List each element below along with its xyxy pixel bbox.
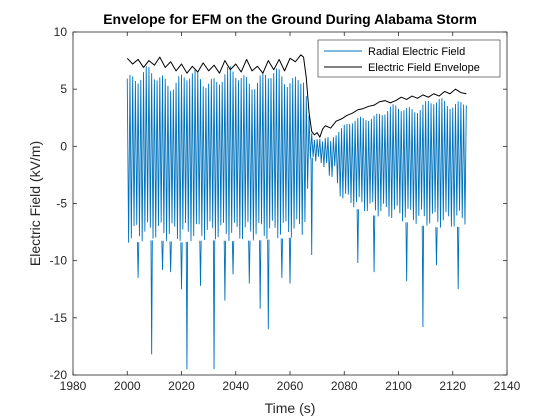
series-line-radial-electric-field (126, 66, 467, 370)
legend: Radial Electric Field Electric Field Env… (317, 39, 501, 78)
x-tick-label: 2100 (385, 379, 412, 393)
x-tick-label: 2120 (439, 379, 466, 393)
y-tick-label: 0 (60, 139, 67, 153)
x-tick-label: 2060 (277, 379, 304, 393)
y-tick-label: -10 (50, 254, 68, 268)
ticks-layer: 1980 2000 2020 2040 2060 2080 2100 2120 2140 -20 -… (50, 25, 521, 393)
legend-box (317, 39, 501, 78)
y-axis-label: Electric Field (kV/m) (27, 141, 43, 266)
y-tick-label: -20 (50, 368, 68, 382)
x-tick-label: 2040 (222, 379, 249, 393)
y-tick-label: 10 (54, 25, 68, 39)
chart-title: Envelope for EFM on the Ground During Al… (103, 11, 477, 27)
legend-entry-radial-electric-field: Radial Electric Field (368, 46, 465, 58)
y-tick-label: -15 (50, 311, 68, 325)
y-tick-label: -5 (56, 197, 67, 211)
legend-entry-electric-field-envelope: Electric Field Envelope (368, 62, 480, 74)
series-line-electric-field-envelope (126, 54, 467, 138)
x-tick-label: 2080 (331, 379, 358, 393)
x-tick-label: 2140 (494, 379, 521, 393)
y-tick-label: 5 (60, 82, 67, 96)
x-tick-label: 1980 (60, 379, 87, 393)
x-tick-label: 2000 (114, 379, 141, 393)
x-tick-label: 2020 (168, 379, 195, 393)
series-layer (126, 54, 467, 370)
x-axis-label: Time (s) (265, 400, 316, 416)
